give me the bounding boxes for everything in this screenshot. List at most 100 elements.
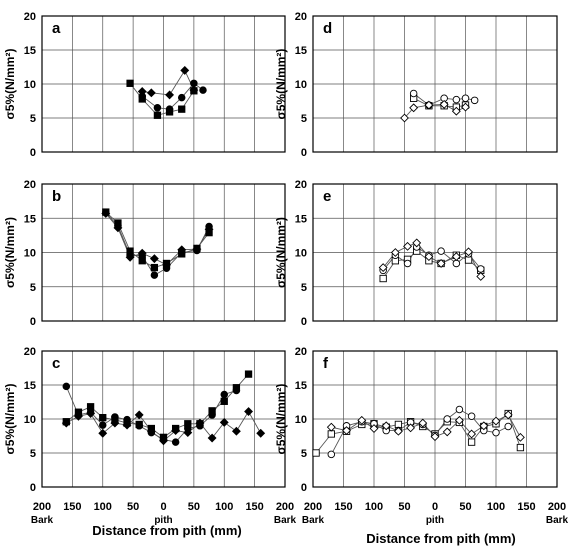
panel-f-series-2-point xyxy=(454,415,464,425)
panel-e-ytick-label: 5 xyxy=(301,282,307,294)
panel-c-ytick-label: 15 xyxy=(24,380,36,392)
panel-c-xtick-label: 100 xyxy=(215,501,233,513)
panel-f-xtick-label: 100 xyxy=(487,501,505,513)
panel-c-series-1-point xyxy=(208,411,216,419)
panel-c-series-2-point xyxy=(183,428,193,438)
panel-f-bark-left-label: Bark xyxy=(302,515,325,526)
panel-a-series-0-point xyxy=(126,79,134,87)
panel-b-ytick-label: 15 xyxy=(24,213,36,225)
panel-c-series-2-point xyxy=(231,426,241,436)
panel-a-letter: a xyxy=(52,20,61,37)
panel-f-series-2-point xyxy=(467,429,477,439)
panel-b: 0 5 10 15 20 σ5%(N/mm²) b xyxy=(3,179,286,328)
panel-c-ytick-label: 10 xyxy=(24,414,36,426)
panel-f-xtick-label: 200 xyxy=(304,501,322,513)
panel-b-series-1-point xyxy=(150,271,159,279)
panel-d-series-1-point xyxy=(461,94,470,103)
panel-f-series-1-point xyxy=(443,415,451,423)
panel-b-series-2-point xyxy=(177,245,187,255)
panel-a: 0 5 10 15 20 σ5%(N/mm²) a xyxy=(3,11,286,159)
panel-d-letter: d xyxy=(323,20,332,37)
panel-b-y-axis-title: σ5%(N/mm²) xyxy=(3,217,17,288)
panel-e-ytick-label: 20 xyxy=(295,179,307,191)
panel-f: 0 5 10 15 20 σ5%(N/mm²) f 200 150 100 50 0 50 100 150 2… xyxy=(274,346,568,526)
panel-e: 0 5 10 15 20 σ5%(N/mm²) e xyxy=(274,179,558,328)
panel-f-series-2-point xyxy=(369,424,379,433)
panel-c-series-2-point xyxy=(195,418,205,428)
panel-c-series-2-point xyxy=(207,433,217,443)
panel-b-ytick-label: 5 xyxy=(30,282,36,294)
panel-a-series-0-point xyxy=(178,105,186,113)
panel-e-series-2-point xyxy=(378,263,388,273)
panel-d-frame xyxy=(312,15,558,153)
panel-a-frame xyxy=(41,15,286,153)
panel-e-ytick-label: 0 xyxy=(301,316,307,328)
panel-c-series-2-point xyxy=(61,418,71,428)
panel-e-series-2-point xyxy=(436,259,446,268)
panel-e-series-1-point xyxy=(437,247,445,255)
panel-c-xtick-label: 50 xyxy=(188,501,200,513)
panel-e-series-2-point xyxy=(403,241,412,251)
panel-e-series-1-point xyxy=(403,259,412,268)
panel-c-letter: c xyxy=(52,355,60,372)
panel-d-ytick-label: 10 xyxy=(295,79,307,91)
panel-b-series-2-point xyxy=(149,254,159,264)
panel-d-series-1-point xyxy=(470,96,479,105)
panel-f-ytick-label: 15 xyxy=(295,380,307,392)
panel-c-series-1-point xyxy=(232,386,241,395)
panel-f-xtick-label: 150 xyxy=(334,501,352,513)
panel-c-series-1-point xyxy=(171,438,180,446)
panel-d-ytick-label: 15 xyxy=(295,45,307,57)
panel-e-letter: e xyxy=(323,188,331,205)
panel-d-ytick-label: 20 xyxy=(295,11,307,23)
panel-b-series-2-point xyxy=(204,224,214,234)
panel-a-ytick-label: 20 xyxy=(24,11,36,23)
panel-f-xtick-label: 150 xyxy=(517,501,535,513)
panel-f-bark-right-label: Bark xyxy=(546,515,568,526)
x-axis-title-right: Distance from pith (mm) xyxy=(366,531,516,546)
panel-f-xtick-label: 200 xyxy=(548,501,566,513)
panel-f-series-0-point xyxy=(312,449,320,457)
panel-f-series-2-point xyxy=(491,416,501,426)
panel-a-series-0-point xyxy=(153,111,162,119)
panel-c-series-1-point xyxy=(135,422,143,430)
panel-d-ytick-label: 0 xyxy=(301,147,307,159)
panel-f-y-axis-title: σ5%(N/mm²) xyxy=(274,384,288,455)
panel-c-series-2-point xyxy=(244,407,253,416)
panel-f-ytick-label: 20 xyxy=(295,346,307,358)
panel-d-series-2-point xyxy=(439,99,449,109)
panel-f-ytick-label: 5 xyxy=(301,448,307,460)
panel-d-series-2-point xyxy=(409,103,419,113)
panel-f-series-2-point xyxy=(406,423,416,433)
panel-f-series-2-point xyxy=(381,421,391,431)
panel-c-series-2-point xyxy=(159,436,168,446)
panel-e-series-2-point xyxy=(476,272,486,281)
panel-c-xtick-label: 100 xyxy=(94,501,112,513)
panel-d-series-2-point xyxy=(451,106,461,116)
panel-f-ytick-label: 0 xyxy=(301,482,307,494)
panel-f-series-2-point xyxy=(393,426,403,436)
panel-e-frame xyxy=(312,183,558,322)
panel-c-series-2-point xyxy=(86,409,96,418)
panel-c-series-2-point xyxy=(219,417,229,427)
panel-c: 0 5 10 15 20 σ5%(N/mm²) c 200 150 100 50 0 50 100 150 2… xyxy=(3,346,297,526)
panel-f-frame xyxy=(312,350,558,488)
panel-f-series-2-point xyxy=(503,410,513,420)
panel-c-bark-left-label: Bark xyxy=(31,515,54,526)
panel-f-xtick-label: 50 xyxy=(459,501,471,513)
panel-f-series-0-point xyxy=(516,443,525,452)
panel-d-series-1-point xyxy=(409,89,418,98)
panel-d: 0 5 10 15 20 σ5%(N/mm²) d xyxy=(274,11,558,159)
panel-a-ytick-label: 0 xyxy=(30,147,36,159)
panel-c-xtick-label: 150 xyxy=(63,501,81,513)
panel-c-ytick-label: 20 xyxy=(24,346,36,358)
panel-c-series-2-point xyxy=(98,428,108,438)
panel-a-series-2-point xyxy=(180,65,190,75)
panel-e-series-0-point xyxy=(464,256,473,264)
panel-c-ytick-label: 0 xyxy=(30,482,36,494)
panel-f-series-1-point xyxy=(455,405,464,414)
panel-e-ytick-label: 15 xyxy=(295,213,307,225)
panel-e-series-2-point xyxy=(464,247,473,257)
panel-f-series-2-point xyxy=(430,432,440,442)
